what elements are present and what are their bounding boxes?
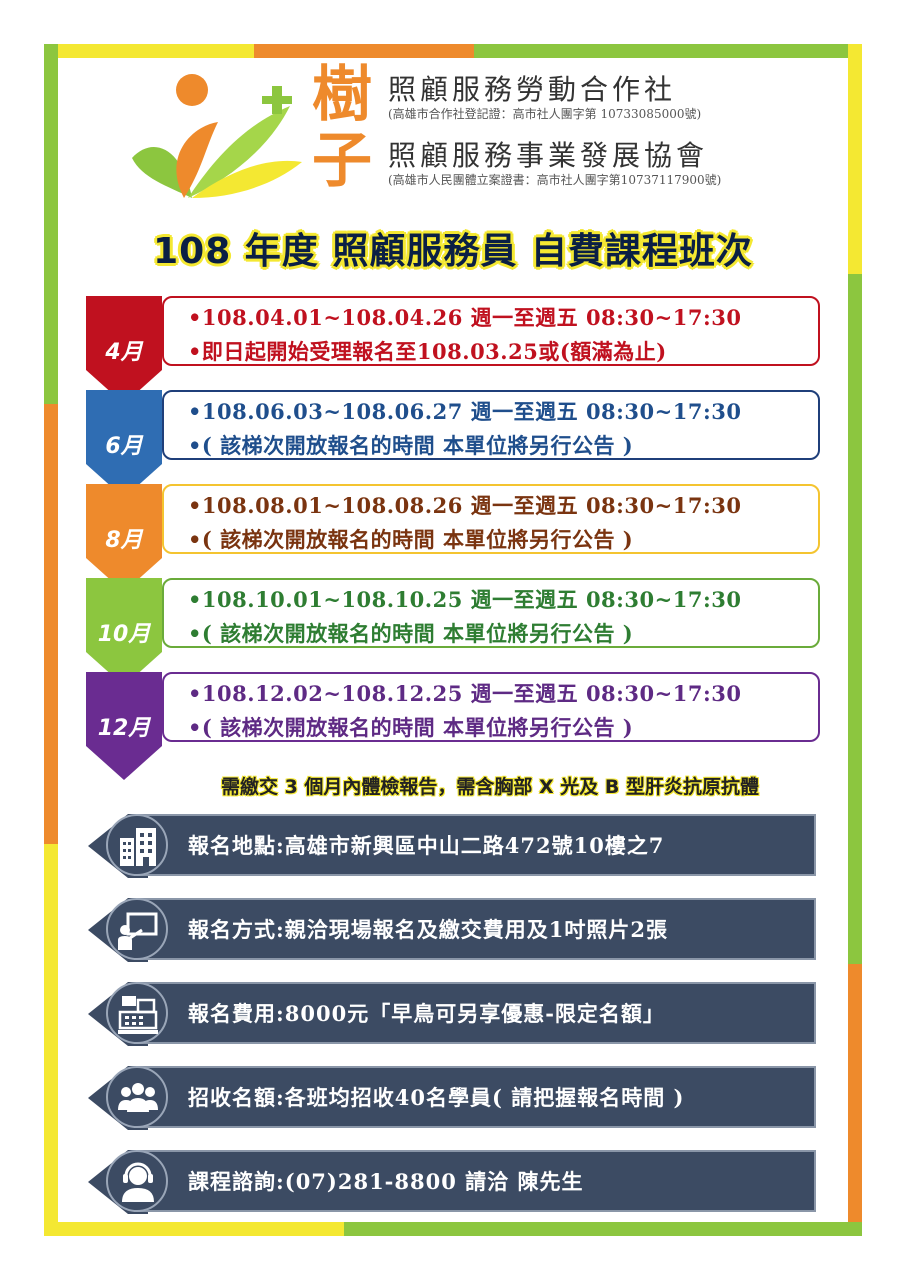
org-cooperative-registration: (高雄市合作社登記證：高市社人團字第 10733085000號) — [388, 107, 702, 121]
border-left-yellow — [44, 844, 58, 1236]
border-bottom-green — [344, 1222, 862, 1236]
month-tab: 8月 — [86, 484, 162, 592]
info-row-quota: 招收名額:各班均招收40名學員( 請把握報名時間 ) — [88, 1064, 818, 1132]
presentation-icon — [106, 898, 168, 960]
border-right-green — [848, 274, 862, 964]
month-label: 8月 — [105, 528, 143, 553]
border-top-green — [474, 44, 862, 58]
month-registration-note: •即日起開始受理報名至108.03.25或(額滿為止) — [188, 339, 667, 364]
month-box: •108.08.01~108.08.26 週一至週五 08:30~17:30 •… — [162, 484, 820, 554]
info-row-fee: 報名費用:8000元「早鳥可另享優惠-限定名額」 — [88, 980, 818, 1048]
logo-icon — [122, 66, 312, 206]
info-text: 招收名額:各班均招收40名學員( 請把握報名時間 ) — [188, 1085, 685, 1110]
month-row-october: 10月 •108.10.01~108.10.25 週一至週五 08:30~17:… — [86, 578, 822, 686]
month-label: 6月 — [105, 434, 143, 459]
info-bar — [136, 982, 816, 1044]
month-box: •108.04.01~108.04.26 週一至週五 08:30~17:30 •… — [162, 296, 820, 366]
month-row-december: 12月 •108.12.02~108.12.25 週一至週五 08:30~17:… — [86, 672, 822, 780]
month-row-august: 8月 •108.08.01~108.08.26 週一至週五 08:30~17:3… — [86, 484, 822, 592]
info-text: 報名費用:8000元「早鳥可另享優惠-限定名額」 — [188, 1001, 665, 1026]
month-row-june: 6月 •108.06.03~108.06.27 週一至週五 08:30~17:3… — [86, 390, 822, 498]
month-schedule: •108.04.01~108.04.26 週一至週五 08:30~17:30 — [188, 305, 742, 330]
group-icon — [106, 1066, 168, 1128]
month-schedule: •108.06.03~108.06.27 週一至週五 08:30~17:30 — [188, 399, 742, 424]
month-registration-note: •( 該梯次開放報名的時間 本單位將另行公告 ) — [188, 433, 634, 458]
cash-register-icon — [106, 982, 168, 1044]
month-schedule: •108.12.02~108.12.25 週一至週五 08:30~17:30 — [188, 681, 742, 706]
border-top-yellow — [44, 44, 254, 58]
month-registration-note: •( 該梯次開放報名的時間 本單位將另行公告 ) — [188, 621, 634, 646]
border-left-orange — [44, 404, 58, 844]
page-title: 108 年度 照顧服務員 自費課程班次 — [153, 231, 753, 272]
month-tab: 6月 — [86, 390, 162, 498]
month-tab: 10月 — [86, 578, 162, 686]
month-box: •108.10.01~108.10.25 週一至週五 08:30~17:30 •… — [162, 578, 820, 648]
headset-icon — [106, 1150, 168, 1212]
border-right-orange — [848, 964, 862, 1236]
month-registration-note: •( 該梯次開放報名的時間 本單位將另行公告 ) — [188, 527, 634, 552]
border-left-green — [44, 44, 58, 404]
month-label: 10月 — [97, 622, 151, 647]
brand-char-1: 樹 — [312, 60, 372, 130]
info-row-method: 報名方式:親洽現場報名及繳交費用及1吋照片2張 — [88, 896, 818, 964]
month-schedule: •108.10.01~108.10.25 週一至週五 08:30~17:30 — [188, 587, 742, 612]
info-text: 報名地點:高雄市新興區中山二路472號10樓之7 — [188, 833, 665, 858]
info-bar — [136, 898, 816, 960]
month-tab: 4月 — [86, 296, 162, 404]
info-bar — [136, 814, 816, 876]
org-association-registration: (高雄市人民團體立案證書：高市社人團字第10737117900號) — [388, 173, 722, 187]
org-cooperative: 照顧服務勞動合作社 (高雄市合作社登記證：高市社人團字第 10733085000… — [388, 74, 701, 122]
info-row-location: 報名地點:高雄市新興區中山二路472號10樓之7 — [88, 812, 818, 880]
month-row-april: 4月 •108.04.01~108.04.26 週一至週五 08:30~17:3… — [86, 296, 822, 404]
info-row-inquiry: 課程諮詢:(07)281-8800 請洽 陳先生 — [88, 1148, 818, 1216]
brand-name: 樹 子 — [312, 62, 380, 202]
info-text: 報名方式:親洽現場報名及繳交費用及1吋照片2張 — [188, 917, 668, 942]
month-schedule: •108.08.01~108.08.26 週一至週五 08:30~17:30 — [188, 493, 742, 518]
health-check-note: 需繳交 3 個月內體檢報告，需含胸部 X 光及 B 型肝炎抗原抗體 — [220, 776, 760, 798]
brand-char-2: 子 — [312, 126, 372, 196]
month-box: •108.06.03~108.06.27 週一至週五 08:30~17:30 •… — [162, 390, 820, 460]
info-text: 課程諮詢:(07)281-8800 請洽 陳先生 — [188, 1169, 584, 1194]
building-icon — [106, 814, 168, 876]
org-association-name: 照顧服務事業發展協會 — [388, 139, 709, 172]
month-registration-note: •( 該梯次開放報名的時間 本單位將另行公告 ) — [188, 715, 634, 740]
info-bar — [136, 1066, 816, 1128]
border-bottom-yellow — [44, 1222, 344, 1236]
org-cooperative-name: 照顧服務勞動合作社 — [388, 73, 677, 106]
month-box: •108.12.02~108.12.25 週一至週五 08:30~17:30 •… — [162, 672, 820, 742]
org-association: 照顧服務事業發展協會 (高雄市人民團體立案證書：高市社人團字第107371179… — [388, 140, 721, 188]
border-right-yellow — [848, 44, 862, 274]
month-tab: 12月 — [86, 672, 162, 780]
month-label: 12月 — [97, 716, 151, 741]
month-label: 4月 — [105, 340, 143, 365]
border-top-orange — [254, 44, 474, 58]
